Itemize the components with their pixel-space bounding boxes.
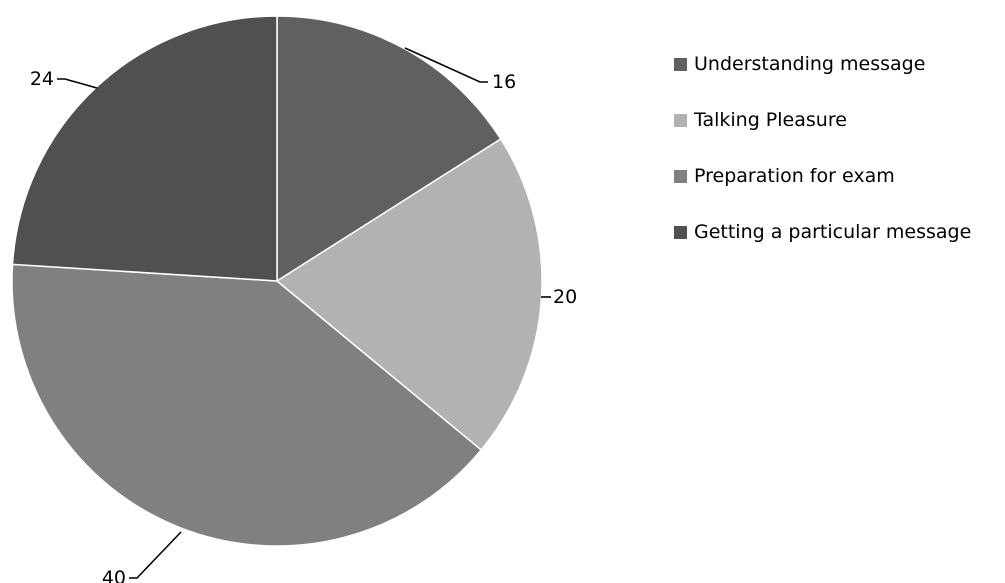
legend-swatch — [674, 113, 687, 127]
legend-item-preparation-for-exam: Preparation for exam — [674, 148, 971, 204]
data-label: 24 — [30, 68, 54, 90]
legend-item-getting-a-particular-message: Getting a particular message — [674, 204, 971, 260]
pie-data-labels: 16 20 40 24 — [30, 47, 577, 583]
pie-slice-getting-a-particular-message — [11, 15, 278, 282]
legend-item-understanding-message: Understanding message — [674, 36, 971, 92]
legend-swatch — [674, 225, 687, 239]
leader-line — [57, 78, 98, 89]
pie-slices — [11, 15, 543, 547]
leader-line — [129, 531, 182, 579]
legend-label: Preparation for exam — [694, 164, 895, 187]
legend-swatch — [674, 169, 687, 183]
legend-label: Getting a particular message — [694, 220, 972, 243]
pie-slice-understanding-message — [276, 15, 502, 283]
legend-label: Talking Pleasure — [694, 108, 847, 131]
legend-swatch — [674, 57, 687, 71]
legend-item-talking-pleasure: Talking Pleasure — [674, 92, 971, 148]
chart-legend: Understanding message Talking Pleasure P… — [674, 36, 971, 260]
legend-label: Understanding message — [694, 52, 926, 75]
data-label: 20 — [553, 286, 577, 308]
leader-line — [404, 47, 488, 83]
data-label: 16 — [492, 71, 516, 93]
pie-slice-preparation-for-exam — [11, 263, 483, 547]
data-label: 40 — [102, 567, 126, 583]
